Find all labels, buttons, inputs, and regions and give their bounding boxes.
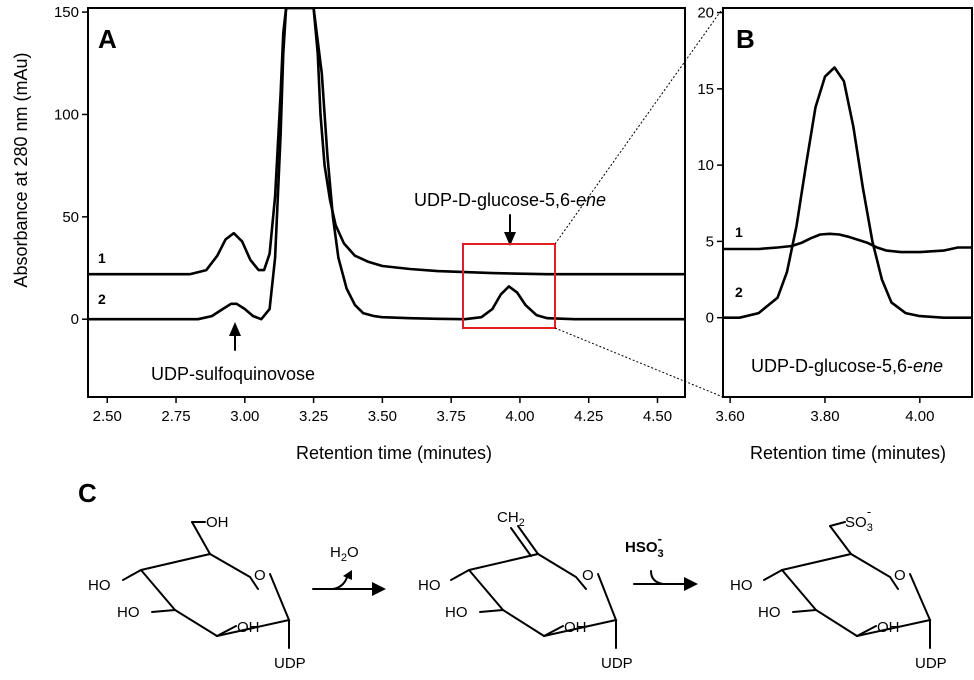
- panel-a-y-tick-label: 0: [71, 311, 79, 328]
- mol1-ring-o: O: [254, 567, 266, 584]
- mol2-ho-c3: HO: [445, 604, 468, 621]
- panel-a-series-2-line: [88, 8, 685, 321]
- panel-b-x-tick-label: 3.60: [716, 408, 745, 425]
- panel-a-x-tick-label: 3.00: [230, 408, 259, 425]
- reaction-arrow-2: HSO3-: [625, 531, 698, 591]
- mol1-ho-c4: HO: [88, 577, 111, 594]
- mol3-ho-c3: HO: [758, 604, 781, 621]
- panel-a-x-tick-label: 3.75: [437, 408, 466, 425]
- mol1-oh-c6: OH: [206, 514, 229, 531]
- panel-b-ene-annotation: UDP-D-glucose-5,6-ene: [751, 356, 943, 376]
- panel-b-y-tick-label: 15: [697, 81, 714, 98]
- panel-a-x-tick-label: 3.50: [368, 408, 397, 425]
- mol1-udp: UDP: [274, 655, 306, 672]
- panel-a-sq-annotation: UDP-sulfoquinovose: [151, 364, 315, 384]
- panel-b-x-tick-label: 3.80: [810, 408, 839, 425]
- mol3-oh-c2: OH: [877, 619, 900, 636]
- mol3-ring-o: O: [894, 567, 906, 584]
- panel-b-series-1-line: [723, 232, 972, 254]
- mol2-oh-c2: OH: [564, 619, 587, 636]
- mol3-ho-c4: HO: [730, 577, 753, 594]
- panel-a-y-axis-title: Absorbance at 280 nm (mAu): [11, 52, 31, 287]
- reaction-arrow-1: H2O: [312, 544, 386, 596]
- mol1-ho-c3: HO: [117, 604, 140, 621]
- panel-b-chart: 3.60 3.80 4.00 0 5 10 15 20 B Retention time (…: [697, 5, 973, 463]
- panel-b-y-tick-label: 5: [706, 233, 714, 250]
- panel-a-y-tick-label: 150: [54, 4, 79, 21]
- mol1-oh-c2: OH: [237, 619, 260, 636]
- panel-b-trace-label-1: 1: [735, 224, 743, 240]
- panel-a-traces: [88, 8, 685, 321]
- panel-a-x-axis-title: Retention time (minutes): [296, 443, 492, 463]
- mol2-ho-c4: HO: [418, 577, 441, 594]
- zoom-connector-top: [554, 7, 724, 245]
- panel-b-label: B: [736, 24, 755, 54]
- panel-a-x-tick-label: 2.75: [161, 408, 190, 425]
- mol2-udp: UDP: [601, 655, 633, 672]
- panel-c-reaction-scheme: C OH O HO HO OH UDP H2O: [78, 478, 947, 672]
- panel-a-plot-frame: [87, 7, 686, 398]
- panel-a-y-tick-label: 50: [62, 209, 79, 226]
- zoom-connector-bottom: [554, 327, 724, 398]
- panel-a-trace-label-2: 2: [98, 291, 106, 307]
- panel-a-ene-arrow: [504, 214, 516, 246]
- mol2-ch2: CH2: [497, 509, 525, 529]
- panel-a-trace-label-1: 1: [98, 250, 106, 266]
- panel-b-y-axis: 0 5 10 15 20: [697, 5, 723, 327]
- panel-a-series-1-line: [88, 8, 685, 276]
- panel-b-y-tick-label: 10: [697, 157, 714, 174]
- mol3-udp: UDP: [915, 655, 947, 672]
- reagent-water: H2O: [330, 544, 359, 564]
- panel-b-y-tick-label: 20: [697, 5, 714, 22]
- panel-a-x-tick-label: 4.50: [643, 408, 672, 425]
- mol2-ring-o: O: [582, 567, 594, 584]
- reagent-bisulfite: HSO3-: [625, 531, 664, 560]
- mol3-so3: SO3-: [845, 504, 873, 534]
- molecule-udp-sulfoquinovose: SO3- O HO HO OH UDP: [730, 504, 947, 672]
- panel-b-trace-label-2: 2: [735, 284, 743, 300]
- panel-a-label: A: [98, 24, 117, 54]
- panel-b-x-axis: 3.60 3.80 4.00: [716, 397, 934, 425]
- panel-b-plot-frame: [722, 7, 973, 398]
- panel-a-zoom-box: [462, 243, 556, 329]
- panel-b-y-tick-label: 0: [706, 310, 714, 327]
- panel-c-label: C: [78, 478, 97, 508]
- panel-b-traces: [723, 66, 972, 319]
- panel-b-x-tick-label: 4.00: [905, 408, 934, 425]
- panel-a-y-axis: 0 50 100 150: [54, 4, 88, 328]
- panel-a-x-tick-label: 4.00: [505, 408, 534, 425]
- panel-a-sq-arrow: [229, 322, 241, 351]
- panel-b-x-axis-title: Retention time (minutes): [750, 443, 946, 463]
- panel-a-chart: 2.50 2.75 3.00 3.25 3.50 3.75 4.00 4.25 4.50 0 50…: [11, 4, 686, 463]
- panel-a-y-tick-label: 100: [54, 106, 79, 123]
- panel-b-series-2-line: [723, 66, 972, 319]
- panel-a-x-axis: 2.50 2.75 3.00 3.25 3.50 3.75 4.00 4.25 4.50: [93, 397, 672, 425]
- panel-a-x-tick-label: 2.50: [93, 408, 122, 425]
- molecule-udp-glucose: OH O HO HO OH UDP: [88, 514, 306, 672]
- panel-a-x-tick-label: 3.25: [299, 408, 328, 425]
- panel-a-ene-annotation: UDP-D-glucose-5,6-ene: [414, 190, 606, 210]
- molecule-udp-glucose-ene: CH2 O HO HO OH UDP: [418, 509, 633, 672]
- panel-a-x-tick-label: 4.25: [574, 408, 603, 425]
